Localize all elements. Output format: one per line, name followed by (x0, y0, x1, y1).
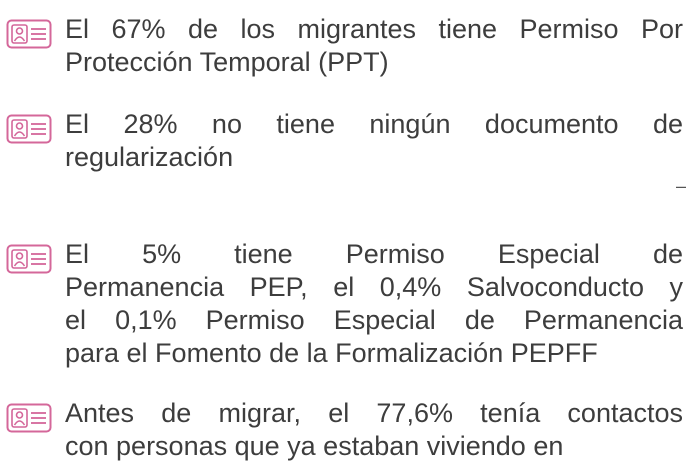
text-line: para el Fomento de la Formalización PEPF… (65, 338, 598, 368)
id-card-icon (6, 19, 52, 49)
text-line: Permanencia PEP, el 0,4% Salvoconducto y (65, 272, 683, 302)
text-line: El 28% no tiene ningún documento de (65, 109, 683, 139)
id-card-icon (6, 403, 52, 433)
icon (6, 114, 52, 149)
icon (6, 19, 52, 54)
dash-marker: – (676, 176, 687, 196)
text-line: regularización (65, 142, 234, 172)
text-line: el 0,1% Permiso Especial de Permanencia (65, 305, 683, 335)
icon (6, 244, 52, 279)
id-card-icon (6, 114, 52, 144)
text-line: Protección Temporal (PPT) (65, 47, 389, 77)
icon (6, 403, 52, 438)
text-line: El 67% de los migrantes tiene Permiso Po… (65, 14, 683, 44)
page: El 67% de los migrantes tiene Permiso Po… (6, 14, 687, 461)
text-line: Antes de migrar, el 77,6% tenía contacto… (65, 398, 683, 428)
text-line: El 5% tiene Permiso Especial de (65, 239, 683, 269)
text-line: con personas que ya estaban viviendo en (65, 431, 564, 461)
id-card-icon (6, 244, 52, 274)
